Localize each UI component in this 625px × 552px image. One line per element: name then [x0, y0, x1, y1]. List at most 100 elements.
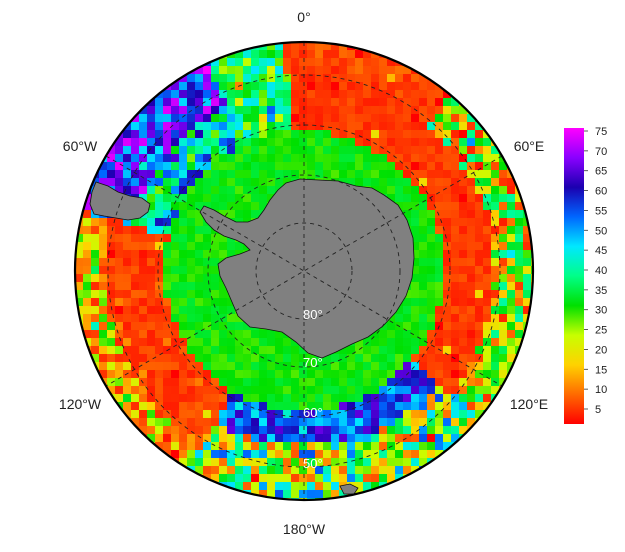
- field-cell: [187, 90, 196, 99]
- field-cell: [395, 410, 404, 419]
- colorbar-tick-label: 5: [595, 404, 601, 416]
- field-cell: [171, 162, 180, 171]
- field-cell: [211, 290, 220, 299]
- field-cell: [435, 130, 444, 139]
- field-cell: [243, 418, 252, 427]
- field-cell: [123, 378, 132, 387]
- field-cell: [179, 458, 188, 467]
- field-cell: [491, 146, 500, 155]
- field-cell: [347, 378, 356, 387]
- field-cell: [195, 442, 204, 451]
- field-cell: [123, 170, 132, 179]
- field-cell: [251, 386, 260, 395]
- field-cell: [291, 442, 300, 451]
- field-cell: [195, 362, 204, 371]
- field-cell: [139, 346, 148, 355]
- field-cell: [99, 306, 108, 315]
- field-cell: [379, 146, 388, 155]
- field-cell: [339, 386, 348, 395]
- field-cell: [107, 322, 116, 331]
- field-cell: [187, 402, 196, 411]
- field-cell: [147, 98, 156, 107]
- field-cell: [419, 418, 428, 427]
- field-cell: [411, 426, 420, 435]
- field-cell: [259, 482, 268, 491]
- field-cell: [371, 154, 380, 163]
- lat-label-70: 70°: [303, 355, 323, 370]
- field-cell: [283, 410, 292, 419]
- field-cell: [291, 434, 300, 443]
- field-cell: [283, 338, 292, 347]
- field-cell: [147, 426, 156, 435]
- field-cell: [211, 242, 220, 251]
- field-cell: [171, 402, 180, 411]
- field-cell: [131, 266, 140, 275]
- field-cell: [371, 466, 380, 475]
- field-cell: [483, 386, 492, 395]
- field-cell: [99, 298, 108, 307]
- field-cell: [411, 362, 420, 371]
- field-cell: [99, 226, 108, 235]
- field-cell: [123, 242, 132, 251]
- lon-label-120e: 120°E: [510, 396, 548, 412]
- field-cell: [275, 106, 284, 115]
- field-cell: [483, 186, 492, 195]
- field-cell: [315, 98, 324, 107]
- field-cell: [459, 114, 468, 123]
- field-cell: [211, 298, 220, 307]
- field-cell: [315, 466, 324, 475]
- field-cell: [251, 98, 260, 107]
- field-cell: [419, 202, 428, 211]
- field-cell: [427, 266, 436, 275]
- field-cell: [443, 394, 452, 403]
- field-cell: [131, 298, 140, 307]
- field-cell: [147, 162, 156, 171]
- field-cell: [171, 258, 180, 267]
- field-cell: [171, 418, 180, 427]
- field-cell: [475, 258, 484, 267]
- field-cell: [427, 106, 436, 115]
- field-cell: [147, 226, 156, 235]
- field-cell: [131, 306, 140, 315]
- field-cell: [203, 154, 212, 163]
- field-cell: [131, 370, 140, 379]
- field-cell: [267, 354, 276, 363]
- field-cell: [179, 66, 188, 75]
- field-cell: [307, 434, 316, 443]
- field-cell: [291, 450, 300, 459]
- field-cell: [267, 106, 276, 115]
- field-cell: [99, 330, 108, 339]
- field-cell: [203, 90, 212, 99]
- field-cell: [283, 386, 292, 395]
- field-cell: [243, 130, 252, 139]
- field-cell: [419, 90, 428, 99]
- field-cell: [347, 138, 356, 147]
- field-cell: [179, 418, 188, 427]
- field-cell: [403, 186, 412, 195]
- field-cell: [315, 410, 324, 419]
- field-cell: [355, 450, 364, 459]
- field-cell: [355, 378, 364, 387]
- field-cell: [419, 386, 428, 395]
- field-cell: [323, 146, 332, 155]
- field-cell: [411, 402, 420, 411]
- field-cell: [443, 162, 452, 171]
- field-cell: [427, 202, 436, 211]
- field-cell: [507, 258, 516, 267]
- field-cell: [131, 274, 140, 283]
- field-cell: [243, 410, 252, 419]
- field-cell: [379, 474, 388, 483]
- field-cell: [467, 354, 476, 363]
- field-cell: [139, 402, 148, 411]
- field-cell: [435, 122, 444, 131]
- field-cell: [291, 338, 300, 347]
- field-cell: [363, 378, 372, 387]
- field-cell: [219, 98, 228, 107]
- field-cell: [171, 202, 180, 211]
- field-cell: [491, 226, 500, 235]
- field-cell: [467, 394, 476, 403]
- field-cell: [491, 218, 500, 227]
- field-cell: [139, 410, 148, 419]
- field-cell: [491, 330, 500, 339]
- field-cell: [187, 194, 196, 203]
